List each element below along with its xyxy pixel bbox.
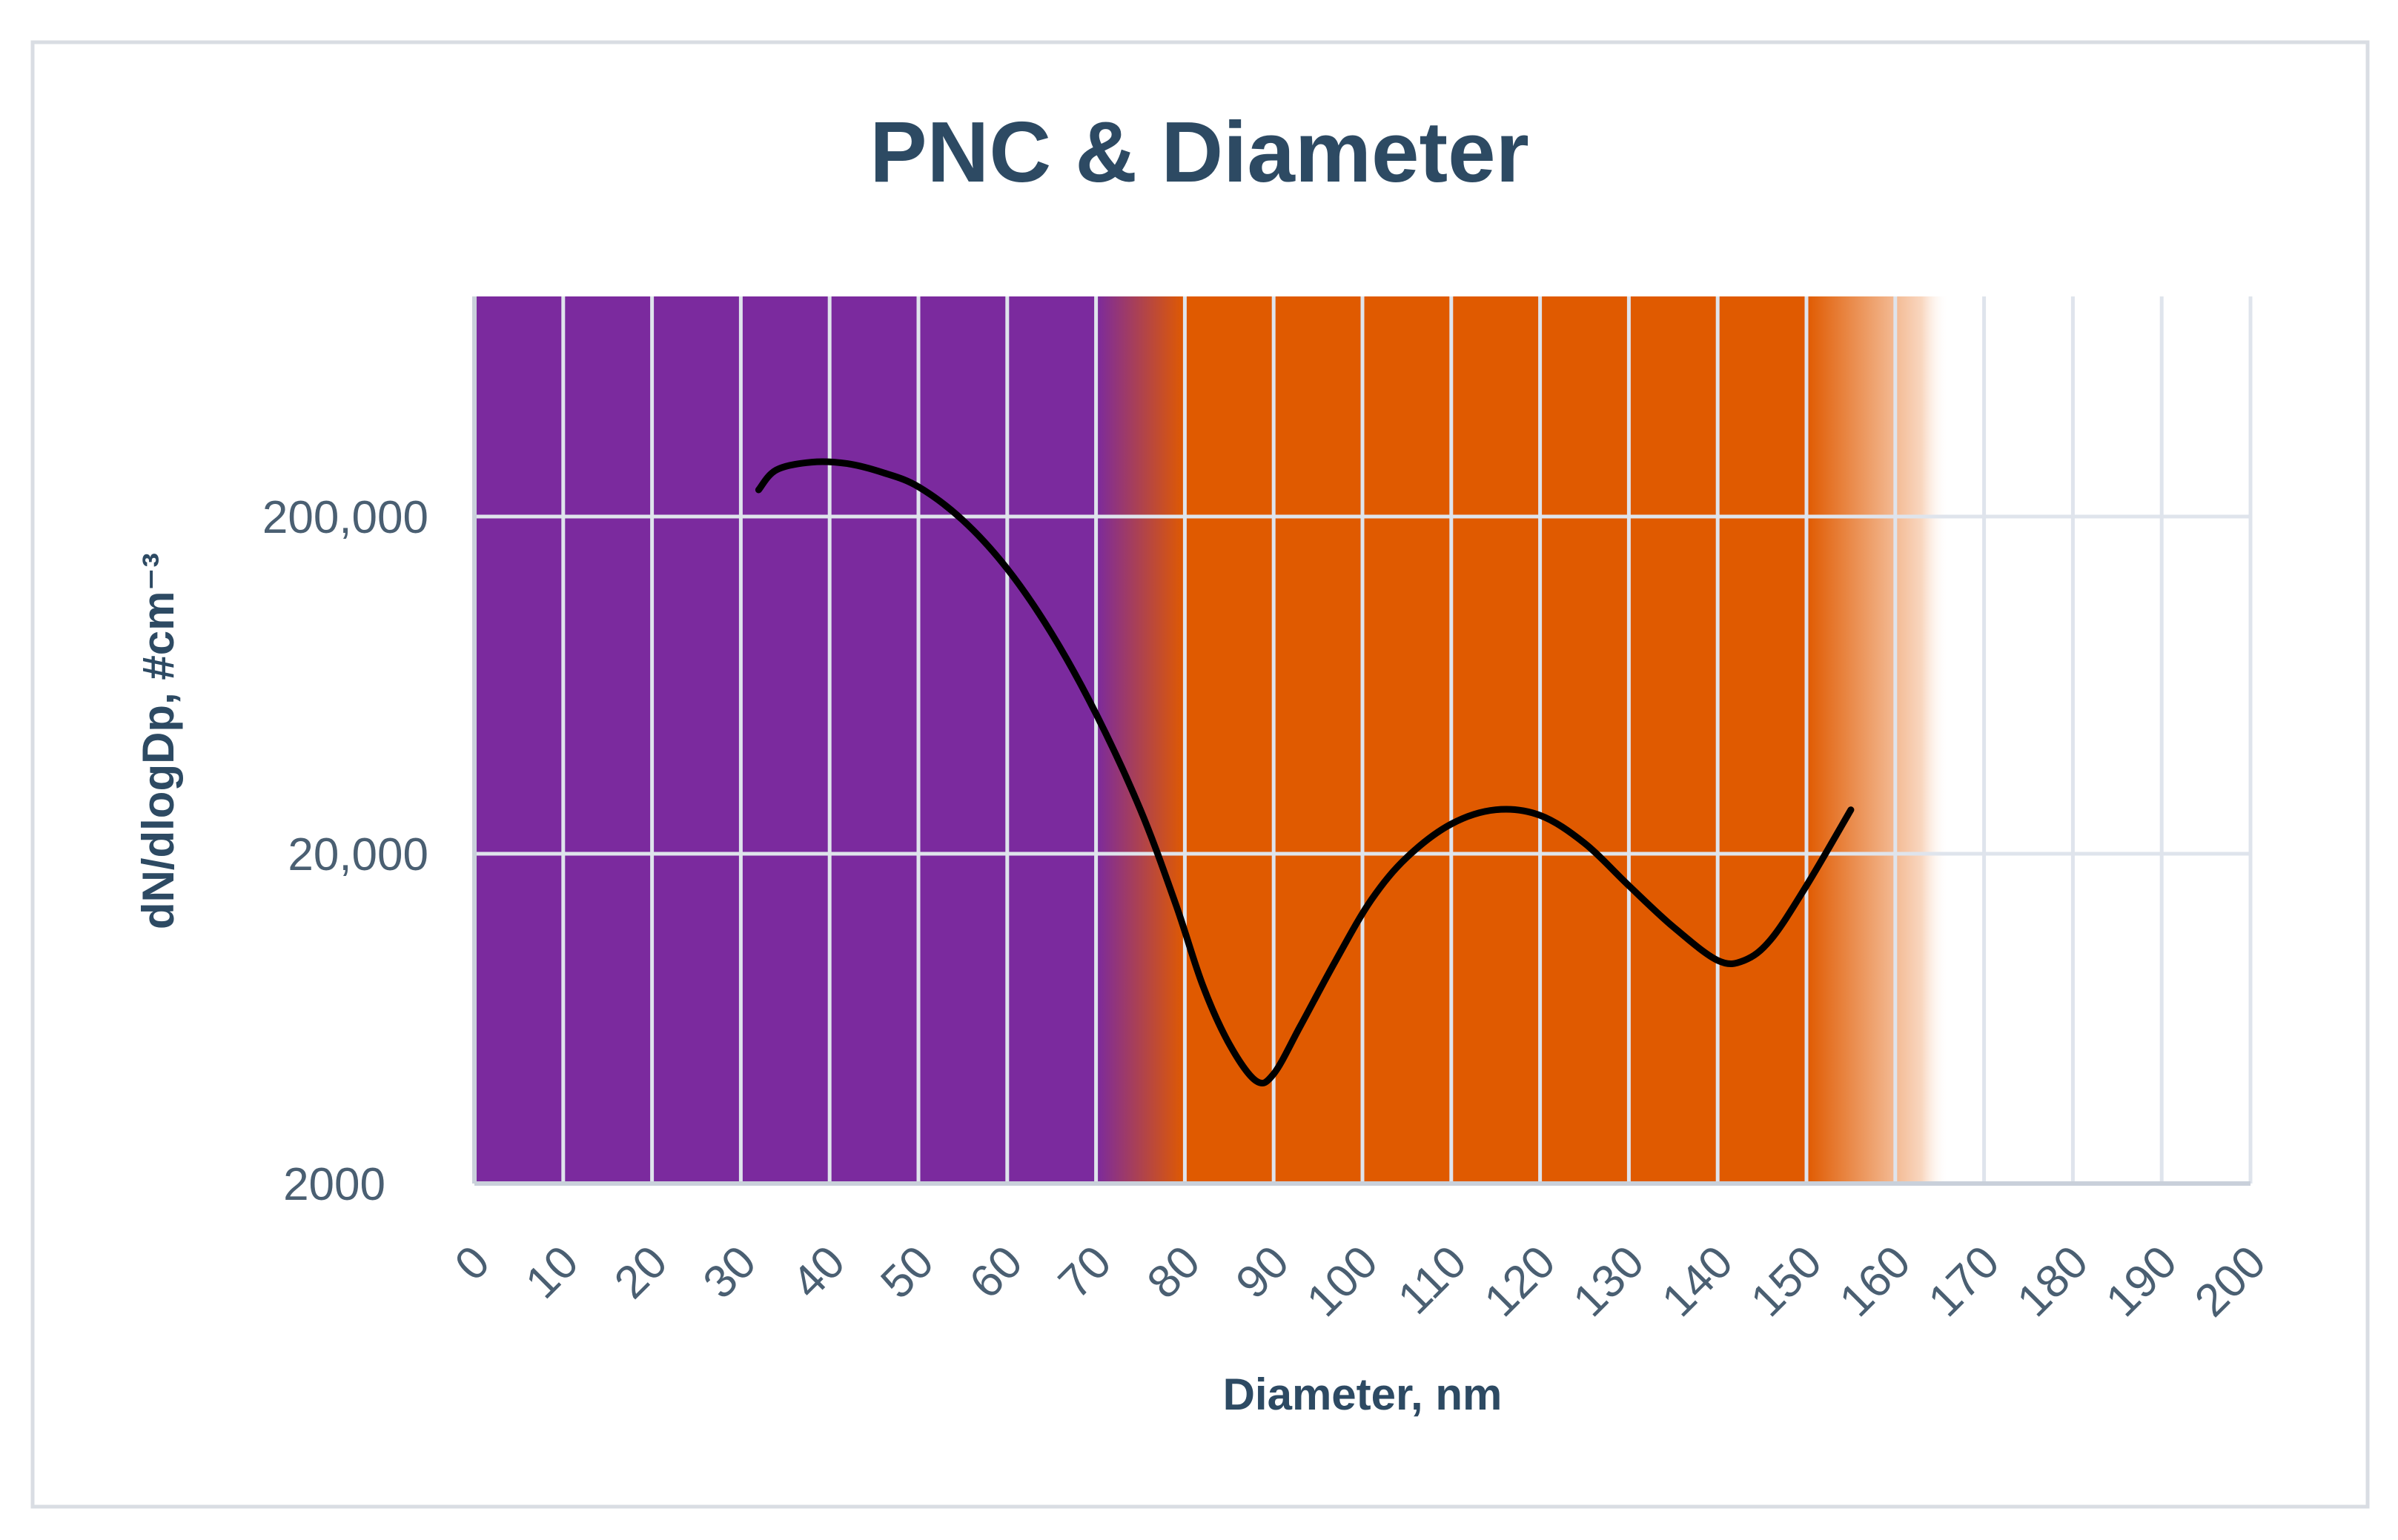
series-line <box>755 458 1855 1087</box>
y-tick-label: 2000 <box>283 1159 385 1210</box>
y-tick-label: 200,000 <box>262 492 428 543</box>
gridlines <box>474 296 2253 1184</box>
chart-title: PNC & Diameter <box>870 104 1529 200</box>
axes <box>472 296 2250 1186</box>
y-tick-label: 20,000 <box>288 829 428 880</box>
y-axis-title: dN/dlogDp, #cm⁻³ <box>133 553 183 929</box>
x-axis-title: Diameter, nm <box>1223 1370 1503 1419</box>
y-tick-labels: 2000 20,000 200,000 <box>262 492 428 1210</box>
series-layer <box>755 458 1855 1087</box>
